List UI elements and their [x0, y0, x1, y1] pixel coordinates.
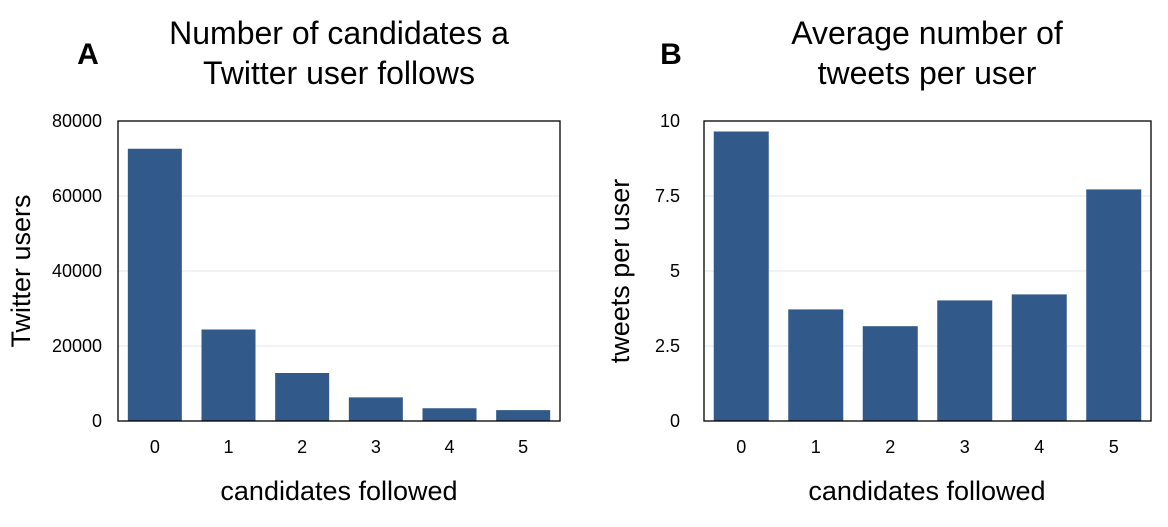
panel-b-y-tick-label-0: 0 [670, 411, 680, 431]
panel-b-bar-0 [713, 131, 769, 421]
panel-a-y-axis-title: Twitter users [6, 194, 36, 347]
panel-b-y-axis-title: tweets per user [605, 179, 635, 364]
panel-a-x-tick-label-1: 1 [223, 437, 233, 457]
panel-a: A Number of candidates a Twitter user fo… [6, 15, 561, 506]
panel-b-bar-3 [937, 300, 993, 421]
panel-b-title-line-2: tweets per user [818, 55, 1037, 91]
panel-a-title-line-2: Twitter user follows [203, 55, 475, 91]
panel-b-x-tick-label-3: 3 [960, 437, 970, 457]
panel-a-x-tick-label-0: 0 [150, 437, 160, 457]
panel-a-y-tick-label-3: 60000 [52, 186, 102, 206]
panel-b-x-tick-label-5: 5 [1109, 437, 1119, 457]
panel-a-y-tick-label-1: 20000 [52, 336, 102, 356]
panel-b-letter: B [660, 38, 682, 71]
panel-b-x-tick-label-0: 0 [736, 437, 746, 457]
panel-b-y-tick-label-2: 5 [670, 261, 680, 281]
panel-a-y-tick-label-2: 40000 [52, 261, 102, 281]
panel-b-y-ticks: 0 2.5 5 7.5 10 [655, 111, 680, 431]
panel-a-x-tick-label-4: 4 [444, 437, 454, 457]
panel-a-letter: A [77, 38, 99, 71]
panel-b-x-tick-label-1: 1 [811, 437, 821, 457]
panel-a-x-ticks: 0 1 2 3 4 5 [150, 437, 528, 457]
panel-b: B Average number of tweets per user twee… [605, 15, 1152, 506]
panel-b-x-axis-title: candidates followed [808, 476, 1045, 506]
panel-a-bar-2 [275, 373, 330, 421]
panel-b-bar-4 [1011, 294, 1067, 421]
panel-b-bars [713, 131, 1142, 421]
panel-a-bar-5 [496, 410, 551, 421]
panel-a-x-tick-label-2: 2 [297, 437, 307, 457]
panel-a-bar-3 [348, 397, 403, 421]
panel-a-x-tick-label-5: 5 [518, 437, 528, 457]
panel-b-y-tick-label-1: 2.5 [655, 336, 680, 356]
panel-a-x-tick-label-3: 3 [371, 437, 381, 457]
panel-a-bar-4 [422, 408, 477, 421]
panel-b-gridlines [704, 195, 1151, 347]
panel-a-bar-0 [127, 148, 182, 421]
panel-a-y-ticks: 0 20000 40000 60000 80000 [52, 111, 102, 431]
panel-a-y-tick-label-0: 0 [92, 411, 102, 431]
panel-b-x-tick-label-4: 4 [1034, 437, 1044, 457]
panel-b-y-tick-label-3: 7.5 [655, 186, 680, 206]
panel-a-plot-frame [117, 120, 561, 422]
panel-b-bar-5 [1086, 189, 1142, 421]
panel-b-bar-2 [862, 326, 918, 421]
panel-b-x-tick-label-2: 2 [885, 437, 895, 457]
panel-a-y-tick-label-4: 80000 [52, 111, 102, 131]
panel-a-title-line-1: Number of candidates a [169, 15, 509, 51]
panel-b-y-tick-label-4: 10 [660, 111, 680, 131]
panel-a-bar-1 [201, 329, 256, 421]
panel-b-bar-1 [788, 309, 844, 421]
panel-a-gridlines [118, 195, 560, 347]
panel-b-title-line-1: Average number of [791, 15, 1063, 51]
panel-a-x-axis-title: candidates followed [220, 476, 457, 506]
panel-b-plot-frame [703, 120, 1152, 422]
panel-a-bars [127, 148, 551, 421]
panel-b-x-ticks: 0 1 2 3 4 5 [736, 437, 1119, 457]
